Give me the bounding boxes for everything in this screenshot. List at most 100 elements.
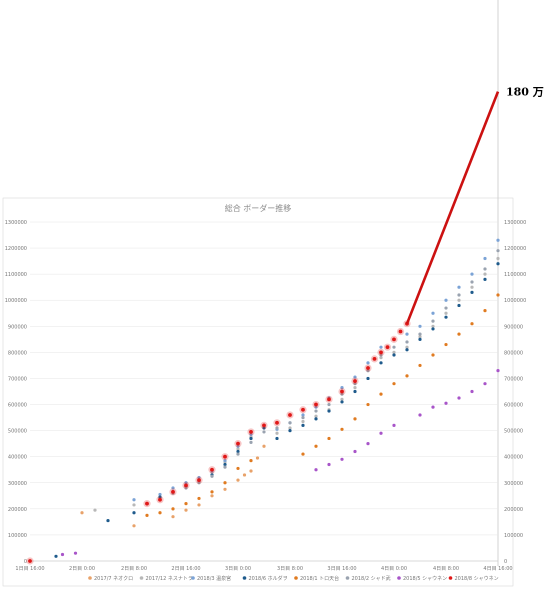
data-point: [405, 332, 409, 336]
annotation: 180 万: [405, 86, 544, 325]
data-point: [457, 293, 461, 297]
data-point: [431, 311, 435, 315]
data-point: [275, 431, 279, 435]
legend-marker: [294, 576, 298, 580]
y-tick-label-right: 1000000: [504, 298, 526, 304]
data-point: [340, 397, 344, 401]
y-tick-label-right: 500000: [504, 429, 523, 435]
data-point: [353, 449, 357, 454]
data-point: [431, 319, 435, 323]
data-point: [197, 475, 201, 480]
data-point: [301, 407, 305, 412]
data-point: [197, 478, 201, 483]
data-point: [158, 497, 162, 502]
data-point: [314, 414, 318, 418]
legend-marker: [242, 576, 247, 580]
legend-marker: [191, 576, 195, 580]
data-point: [184, 508, 188, 512]
data-point: [210, 490, 214, 494]
data-point: [93, 508, 97, 512]
data-point: [340, 457, 344, 461]
y-tick-label-left: 0: [24, 559, 27, 565]
data-point: [418, 332, 422, 336]
data-point: [470, 280, 474, 284]
data-point: [379, 345, 383, 349]
data-point: [197, 481, 201, 485]
y-tick-label-right: 700000: [504, 376, 523, 382]
data-point: [353, 389, 357, 394]
data-point: [405, 348, 409, 352]
data-point: [457, 396, 461, 400]
data-point: [431, 405, 435, 409]
data-point: [418, 324, 422, 328]
data-point: [327, 402, 331, 407]
data-point: [470, 389, 474, 394]
x-tick-label: 3日目 16:00: [327, 566, 356, 572]
legend-label: 2017/7 ネオクロ: [94, 576, 133, 582]
data-point: [132, 498, 136, 502]
data-point: [60, 552, 65, 557]
data-point: [483, 256, 487, 261]
data-point: [470, 322, 474, 326]
legend-label: 2018/8 シャウネン: [455, 575, 499, 582]
data-point: [236, 441, 240, 446]
legend-label: 2018/2 シャド武: [352, 575, 391, 582]
y-tick-label-right: 600000: [504, 403, 523, 409]
data-point: [483, 267, 487, 271]
data-point: [483, 277, 487, 281]
data-point: [275, 426, 279, 430]
data-point: [223, 454, 227, 459]
data-point: [340, 400, 344, 404]
annotation-line: [405, 91, 500, 325]
x-tick-label: 3日目 0:00: [225, 566, 251, 572]
data-point: [132, 503, 136, 507]
data-point: [470, 285, 474, 289]
data-point: [301, 452, 305, 456]
legend[interactable]: 2017/7 ネオクロ 2017/12 ネスナトラ 2018/3 温泉宮 2018/6…: [88, 575, 499, 582]
data-point: [223, 459, 227, 463]
data-point: [184, 486, 188, 490]
data-point: [405, 345, 409, 349]
data-point: [431, 353, 435, 357]
data-point: [444, 306, 448, 310]
y-tick-label-left: 600000: [8, 403, 27, 409]
y-tick-label-right: 1100000: [504, 272, 526, 278]
data-point: [496, 256, 500, 261]
data-point: [197, 503, 201, 507]
y-tick-label-right: 1300000: [504, 220, 526, 226]
x-tick-label: 3日目 8:00: [277, 566, 303, 572]
data-point: [431, 327, 435, 331]
y-tick-label-left: 900000: [8, 324, 27, 330]
legend-label: 2018/1 トロ天台: [300, 575, 339, 582]
x-tick-label: 4日目 16:00: [483, 566, 512, 572]
y-tick-label-left: 1200000: [5, 246, 27, 252]
y-tick-label-right: 200000: [504, 507, 523, 513]
data-point: [418, 337, 422, 341]
data-point: [145, 513, 149, 517]
data-point: [398, 329, 403, 334]
data-point: [314, 405, 318, 409]
data-point: [132, 511, 136, 515]
data-point: [314, 417, 318, 421]
data-point: [340, 427, 344, 431]
legend-label: 2018/6 ホルダヲ: [249, 575, 288, 582]
data-point: [379, 392, 383, 396]
data-point: [236, 466, 240, 471]
data-point: [379, 431, 383, 435]
y-axis-right: 0 100000 200000 300000 400000 500000 600000 700…: [504, 220, 526, 565]
data-point: [483, 309, 487, 313]
data-point: [158, 495, 162, 499]
data-point: [392, 350, 396, 354]
data-point: [431, 324, 435, 328]
x-tick-label: 4日目 8:00: [433, 566, 459, 572]
data-point: [223, 487, 227, 491]
chart-title: 総合 ボーダー推移: [225, 203, 292, 213]
data-point: [366, 402, 370, 407]
y-tick-label-right: 800000: [504, 350, 523, 356]
legend-label: 2018/5 シャウネン: [403, 575, 447, 582]
data-point: [379, 356, 383, 360]
data-point: [392, 337, 396, 342]
data-point: [249, 459, 253, 463]
data-point: [372, 357, 377, 361]
data-point: [223, 462, 227, 467]
